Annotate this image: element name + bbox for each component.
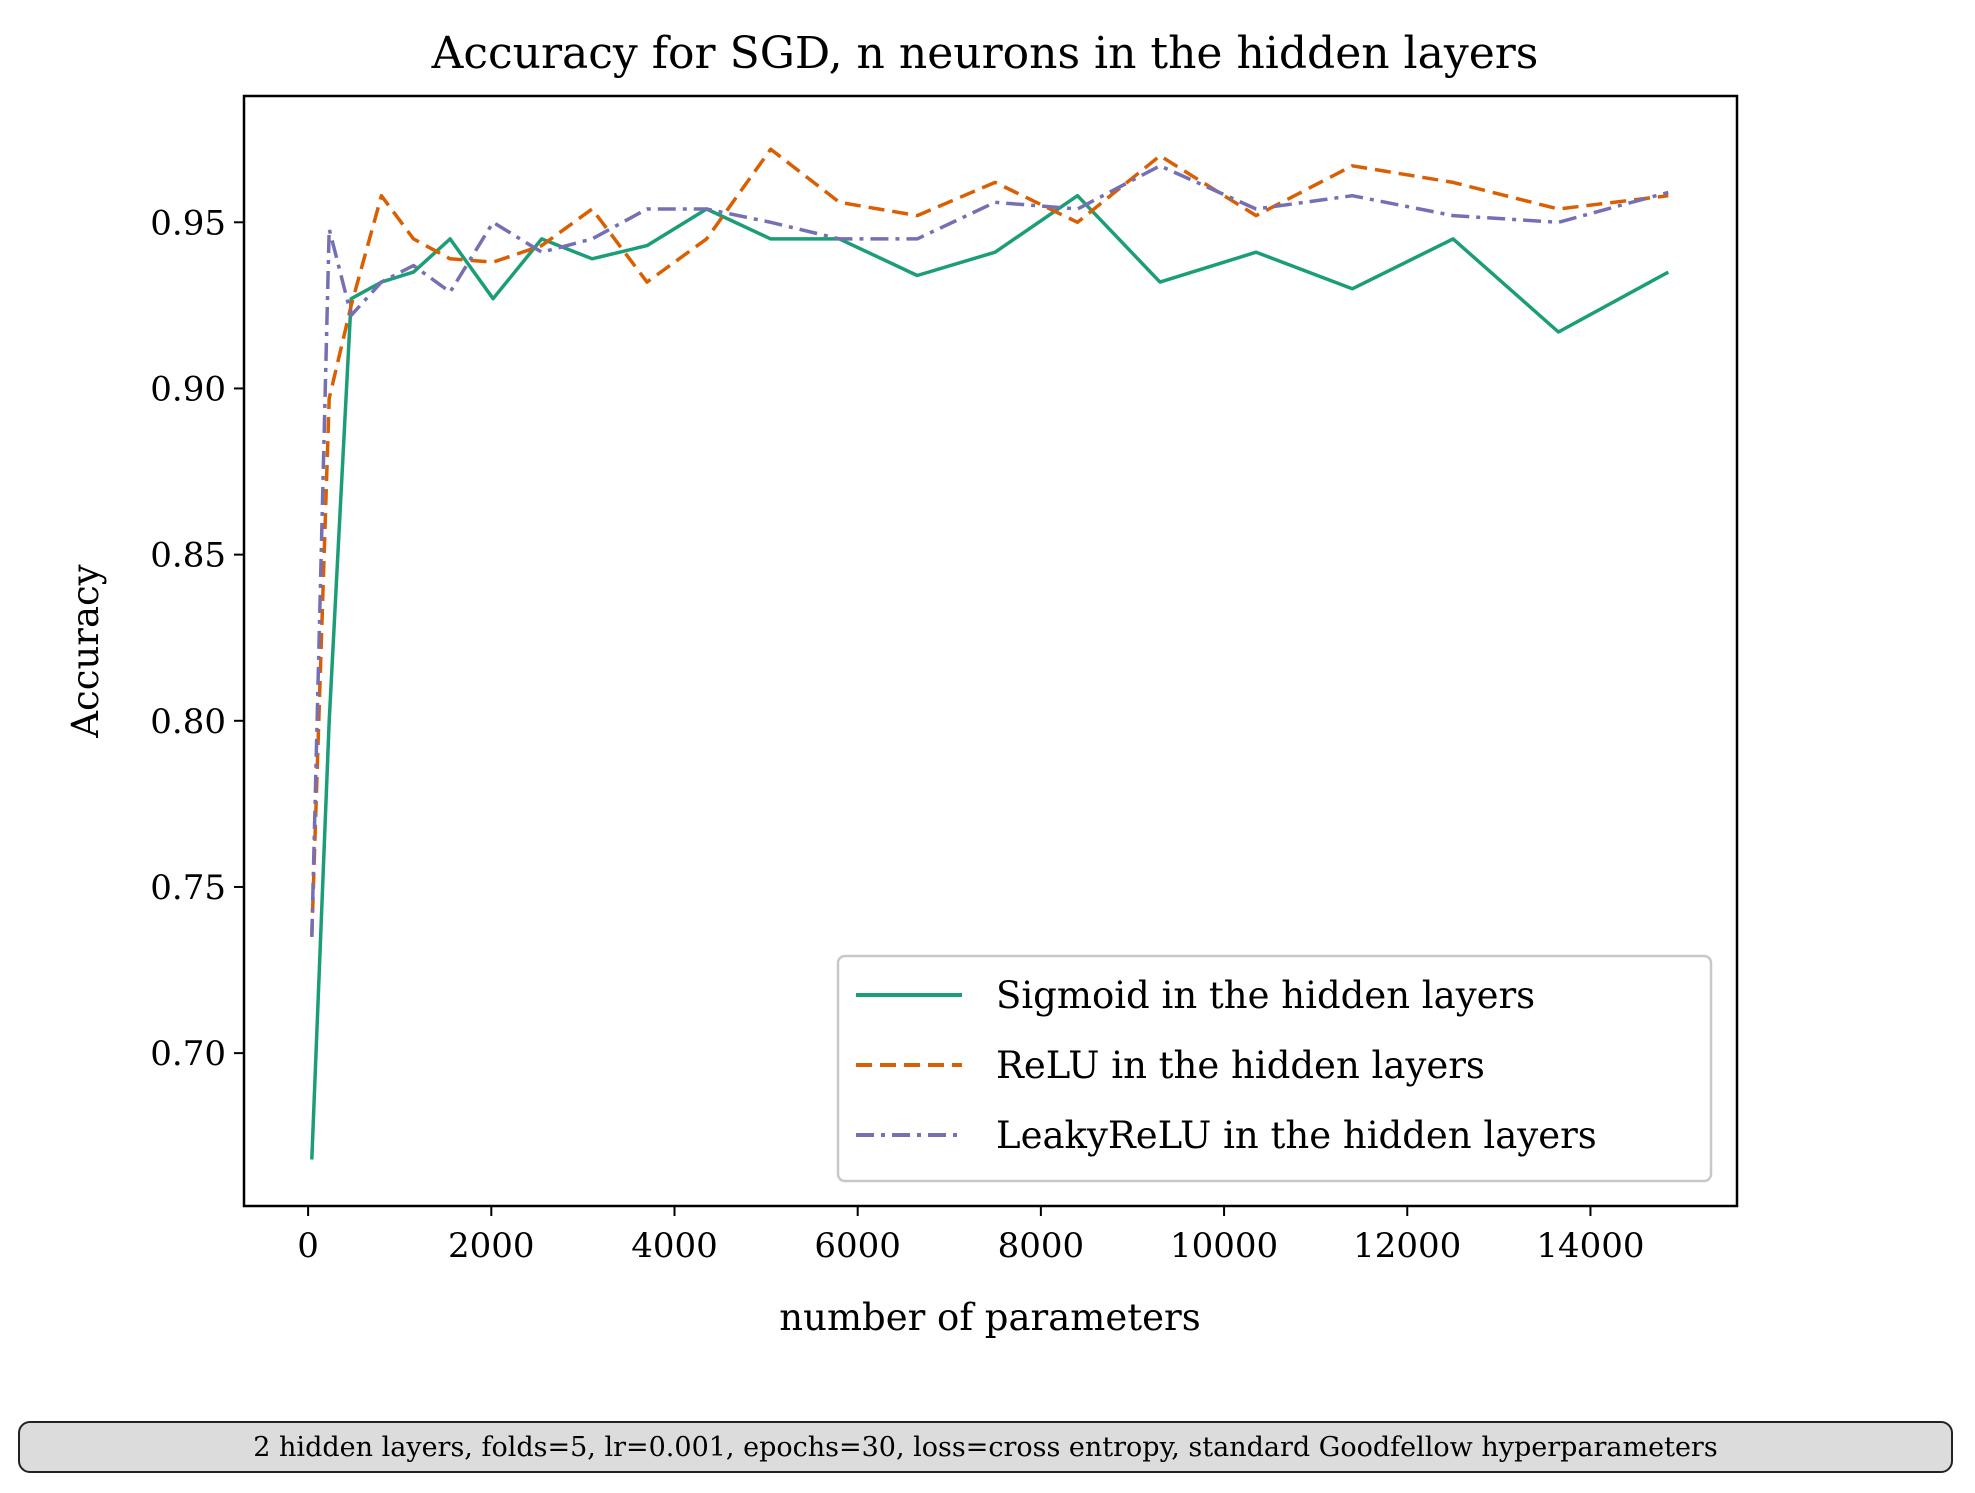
- legend: Sigmoid in the hidden layers ReLU in the …: [836, 954, 1713, 1183]
- x-tick-label: 2000: [448, 1226, 535, 1266]
- y-tick-label: 0.75: [150, 868, 226, 908]
- x-tick-label: 6000: [814, 1226, 901, 1266]
- legend-label-1: Sigmoid in the hidden layers: [996, 974, 1535, 1017]
- y-tick-label: 0.80: [150, 702, 226, 742]
- caption-box: 2 hidden layers, folds=5, lr=0.001, epoc…: [18, 1421, 1953, 1473]
- series-lines: [310, 147, 1670, 1160]
- x-tick-label: 14000: [1536, 1226, 1644, 1266]
- y-tick-labels: 0.70 0.75 0.80 0.85 0.90 0.95: [150, 203, 226, 1074]
- x-tick-label: 12000: [1353, 1226, 1461, 1266]
- series-line-2: [310, 147, 1669, 937]
- y-tick-label: 0.85: [150, 536, 226, 576]
- x-tick-label: 0: [297, 1226, 319, 1266]
- legend-label-2: ReLU in the hidden layers: [996, 1044, 1485, 1087]
- x-tick-label: 4000: [631, 1226, 718, 1266]
- legend-label-3: LeakyReLU in the hidden layers: [996, 1114, 1597, 1157]
- x-tick-label: 8000: [998, 1226, 1085, 1266]
- x-tick-label: 10000: [1170, 1226, 1278, 1266]
- y-tick-label: 0.90: [150, 369, 226, 409]
- y-tick-label: 0.70: [150, 1034, 226, 1074]
- legend-frame: [836, 954, 1713, 1183]
- plot-frame: [242, 94, 1739, 1208]
- y-tick-label: 0.95: [150, 203, 226, 243]
- series-line-1: [310, 193, 1670, 1160]
- x-tick-labels: 0 2000 4000 6000 8000 10000 12000 14000: [297, 1226, 1644, 1266]
- series-line-3: [310, 164, 1669, 937]
- x-axis-label: number of parameters: [779, 1296, 1200, 1339]
- chart-title: Accuracy for SGD, n neurons in the hidde…: [431, 28, 1539, 79]
- y-axis-label: Accuracy: [64, 564, 107, 738]
- tick-marks: [234, 221, 1592, 1216]
- caption-text: 2 hidden layers, folds=5, lr=0.001, epoc…: [253, 1431, 1718, 1463]
